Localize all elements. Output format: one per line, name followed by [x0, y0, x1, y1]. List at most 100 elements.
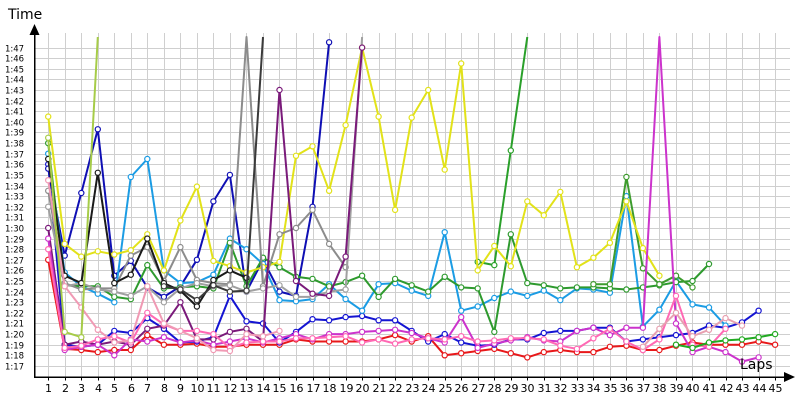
series-10	[45, 36, 364, 306]
y-tick-label: 1:25	[5, 278, 24, 288]
data-point	[94, 248, 102, 255]
data-point	[193, 183, 201, 190]
series-line	[47, 164, 760, 348]
data-point	[557, 296, 564, 304]
data-point	[309, 275, 316, 283]
series-layer	[45, 36, 779, 365]
x-tick-label: 16	[290, 382, 304, 395]
x-tick-label: 17	[307, 382, 321, 395]
data-point	[226, 282, 234, 289]
x-tick-label: 22	[389, 382, 403, 395]
data-point	[193, 256, 201, 263]
data-point	[177, 327, 184, 335]
data-point	[276, 296, 283, 304]
data-point	[458, 350, 465, 357]
data-point	[358, 339, 366, 346]
axes	[29, 24, 795, 382]
data-point	[358, 307, 366, 314]
data-point	[441, 330, 448, 338]
data-point	[111, 293, 118, 301]
data-point	[127, 246, 134, 254]
data-point	[606, 331, 614, 339]
y-tick-label: 1:24	[5, 289, 24, 299]
data-point	[458, 60, 465, 67]
data-point	[342, 286, 349, 293]
y-tick-label: 1:29	[5, 236, 24, 246]
data-point	[177, 299, 184, 306]
series-line	[47, 36, 759, 363]
data-point	[623, 198, 630, 205]
data-point	[358, 272, 366, 279]
data-point	[243, 339, 250, 346]
data-point	[441, 166, 448, 173]
data-point	[771, 330, 779, 338]
data-point	[425, 86, 432, 94]
data-point	[722, 337, 729, 344]
data-point	[193, 327, 201, 335]
data-point	[507, 147, 514, 154]
data-point	[309, 143, 316, 150]
data-point	[425, 288, 432, 295]
x-tick-label: 9	[177, 382, 184, 395]
data-point	[243, 330, 250, 338]
data-point	[193, 279, 201, 287]
data-point	[391, 275, 399, 283]
series-12	[160, 36, 264, 304]
data-point	[243, 318, 250, 325]
series-19	[45, 36, 99, 341]
data-point	[276, 231, 283, 238]
x-tick-label: 26	[455, 382, 469, 395]
data-point	[342, 121, 349, 129]
data-point	[309, 335, 316, 342]
data-point	[408, 287, 415, 294]
data-point	[144, 155, 151, 163]
data-point	[94, 341, 102, 348]
data-point	[375, 327, 382, 335]
data-point	[325, 187, 333, 194]
data-point	[144, 309, 151, 316]
data-point	[94, 126, 102, 133]
data-point	[177, 217, 184, 224]
series-line	[47, 153, 727, 328]
x-tick-label: 15	[273, 382, 287, 395]
x-tick-label: 11	[207, 382, 221, 395]
data-point	[111, 251, 118, 258]
y-tick-label: 1:42	[5, 98, 24, 108]
x-tick-label: 40	[686, 382, 700, 395]
data-point	[292, 293, 300, 301]
data-point	[639, 343, 647, 350]
data-point	[656, 336, 663, 343]
data-point	[391, 326, 399, 333]
x-tick-label: 7	[144, 382, 151, 395]
x-tick-label: 20	[356, 382, 370, 395]
y-tick-label: 1:17	[5, 363, 24, 373]
data-point	[342, 295, 349, 303]
data-point	[458, 333, 465, 340]
data-point	[61, 283, 68, 290]
data-point	[639, 324, 647, 331]
y-tick-label: 1:41	[5, 108, 24, 118]
data-point	[606, 239, 614, 246]
data-point	[755, 354, 762, 361]
data-point	[160, 334, 168, 341]
y-tick-label: 1:37	[5, 151, 24, 161]
data-point	[45, 203, 52, 210]
data-point	[474, 267, 481, 274]
data-point	[557, 188, 564, 196]
data-point	[656, 325, 663, 332]
data-point	[276, 282, 283, 289]
x-tick-label: 43	[736, 382, 750, 395]
y-tick-label: 1:20	[5, 331, 24, 341]
x-tick-label: 39	[670, 382, 684, 395]
data-point	[127, 337, 134, 344]
data-point	[557, 342, 564, 349]
series-1	[45, 256, 779, 361]
data-point	[45, 235, 52, 242]
data-point	[590, 254, 597, 261]
data-point	[557, 327, 564, 335]
y-tick-label: 1:19	[5, 342, 24, 352]
data-point	[78, 342, 85, 349]
x-tick-label: 29	[505, 382, 519, 395]
data-point	[408, 282, 415, 289]
x-tick-label: 44	[753, 382, 767, 395]
